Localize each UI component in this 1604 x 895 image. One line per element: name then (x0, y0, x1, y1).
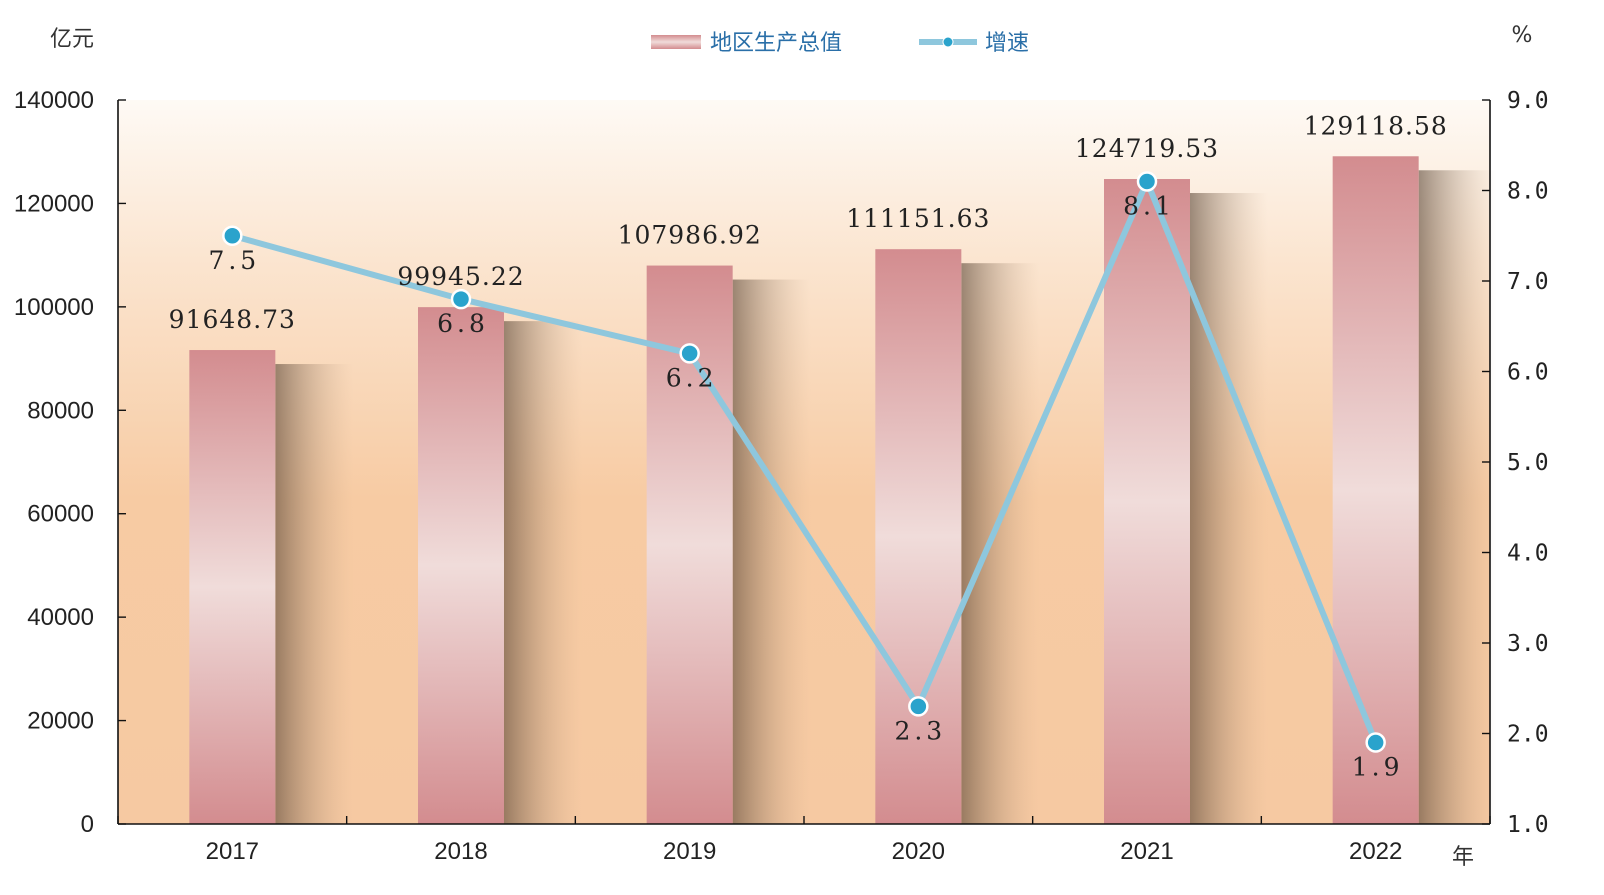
y-right-tick-label: 9.0 (1507, 88, 1549, 114)
axes: 0 20000 40000 60000 80000 100000 120000 140000 1… (14, 87, 1549, 865)
legend: 地区生产总值 增速 (651, 31, 1029, 56)
growth-value-label: 2.3 (894, 716, 946, 745)
growth-point (679, 343, 700, 364)
bars (189, 156, 1419, 825)
bar-value-label: 124719.53 (1075, 134, 1219, 163)
growth-value-label: 6.2 (666, 363, 718, 392)
growth-value-label: 7.5 (208, 246, 260, 275)
y-right-tick-label: 6.0 (1507, 360, 1549, 386)
y-right-tick-label: 4.0 (1507, 541, 1549, 567)
y-left-tick-label: 100000 (14, 294, 94, 321)
y-right-tick-label: 3.0 (1507, 631, 1549, 657)
bar-shadow (732, 279, 811, 824)
bar-shadow (504, 321, 582, 824)
growth-point (1365, 732, 1386, 753)
legend-swatch-gdp (651, 35, 701, 49)
y-left-tick-label: 0 (81, 811, 94, 838)
bar-shadow (1190, 193, 1268, 825)
bar-value-label: 107986.92 (618, 221, 762, 250)
bar-shadow (961, 263, 1040, 825)
y-right-unit: % (1512, 23, 1533, 48)
bar-shadow (1418, 170, 1497, 825)
growth-point (908, 696, 929, 717)
bar-value-label: 91648.73 (169, 305, 296, 334)
data-labels: 91648.73 99945.22 107986.92 111151.63 124719… (169, 111, 1448, 782)
y-left-tick-label: 40000 (27, 604, 94, 631)
y-left-tick-label: 140000 (14, 87, 94, 114)
bar-value-label: 99945.22 (397, 262, 524, 291)
growth-value-label: 6.8 (437, 309, 489, 338)
bar-value-label: 129118.58 (1304, 111, 1448, 140)
y-left-tick-label: 120000 (14, 190, 94, 217)
y-left-tick-label: 20000 (27, 708, 94, 735)
growth-value-label: 1.9 (1352, 753, 1404, 782)
growth-value-label: 8.1 (1123, 191, 1175, 220)
x-tick-label: 2019 (663, 838, 716, 865)
legend-label-growth: 增速 (985, 31, 1029, 56)
y-left-tick-label: 60000 (27, 501, 94, 528)
growth-point (222, 225, 243, 246)
growth-line (222, 171, 1386, 753)
bar-gdp (418, 307, 504, 824)
y-left-unit: 亿元 (50, 27, 94, 52)
bar-gdp (1332, 156, 1419, 825)
y-left-tick-label: 80000 (27, 397, 94, 424)
bar-gdp (189, 350, 276, 824)
y-right-tick-label: 1.0 (1507, 812, 1549, 838)
x-axis-unit: 年 (1452, 845, 1474, 870)
x-tick-label: 2021 (1120, 838, 1173, 865)
x-tick-label: 2020 (892, 838, 945, 865)
legend-marker-growth (942, 36, 954, 48)
x-tick-label: 2022 (1349, 838, 1402, 865)
y-right-tick-label: 7.0 (1507, 269, 1549, 295)
bar-gdp (1104, 179, 1190, 825)
bar-shadow (275, 364, 354, 824)
y-right-tick-label: 5.0 (1507, 450, 1549, 476)
bar-gdp (875, 249, 962, 825)
growth-point (1136, 171, 1158, 192)
bar-value-label: 111151.63 (846, 204, 990, 233)
y-right-tick-label: 8.0 (1507, 179, 1549, 205)
bar-shadows (275, 170, 1497, 825)
x-tick-label: 2017 (206, 838, 259, 865)
legend-label-gdp: 地区生产总值 (710, 31, 842, 56)
growth-line-path (231, 178, 1379, 744)
x-tick-label: 2018 (434, 838, 487, 865)
growth-point (450, 288, 472, 310)
y-right-tick-label: 2.0 (1507, 722, 1549, 748)
